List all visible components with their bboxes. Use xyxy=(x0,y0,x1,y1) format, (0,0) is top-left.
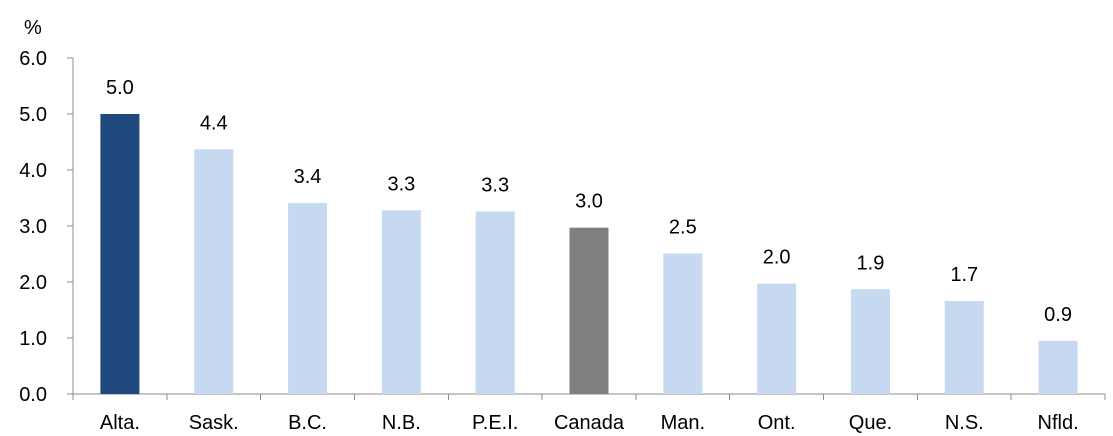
bar-data-label: 0.9 xyxy=(1044,304,1072,326)
x-tick-label: Canada xyxy=(554,412,625,434)
x-tick-label: Ont. xyxy=(758,412,796,434)
y-tick-label: 0.0 xyxy=(19,384,47,406)
bar-data-label: 3.0 xyxy=(575,191,603,213)
bar-data-label: 2.5 xyxy=(669,216,697,238)
y-tick-label: 6.0 xyxy=(19,48,47,70)
bar xyxy=(381,210,421,394)
x-tick-label: P.E.I. xyxy=(472,412,518,434)
y-tick-label: 4.0 xyxy=(19,160,47,182)
bar-data-label: 2.0 xyxy=(763,247,791,269)
x-tick-label: Man. xyxy=(661,412,705,434)
bar xyxy=(944,301,984,394)
bar-data-label: 3.3 xyxy=(387,173,415,195)
x-tick-label: N.B. xyxy=(382,412,421,434)
bar-data-label: 1.7 xyxy=(950,264,978,286)
y-axis-unit-label: % xyxy=(24,17,42,39)
x-tick-label: Nfld. xyxy=(1038,412,1079,434)
x-tick-label: Que. xyxy=(849,412,892,434)
x-tick-label: Alta. xyxy=(100,412,140,434)
y-tick-label: 2.0 xyxy=(19,272,47,294)
bar xyxy=(663,253,703,394)
bar-data-label: 1.9 xyxy=(857,252,885,274)
bar xyxy=(757,283,797,394)
y-tick-label: 5.0 xyxy=(19,104,47,126)
bar xyxy=(850,289,890,394)
bar-data-label: 5.0 xyxy=(106,77,134,99)
data-labels: 5.0 4.4 3.4 3.3 3.3 3.0 2.5 2.0 1.9 1.7 0.9 xyxy=(106,77,1072,326)
bar xyxy=(100,114,140,394)
bar-series xyxy=(100,114,1078,394)
bar xyxy=(1038,340,1078,394)
bar-data-label: 3.4 xyxy=(294,166,322,188)
x-axis: Alta. Sask. B.C. N.B. P.E.I. Canada Man. Ont. Qu… xyxy=(72,393,1106,434)
y-axis: 0.0 1.0 2.0 3.0 4.0 5.0 6.0 xyxy=(19,48,74,406)
bar xyxy=(569,227,609,394)
bar xyxy=(288,203,328,394)
y-tick-label: 1.0 xyxy=(19,328,47,350)
x-tick-label: Sask. xyxy=(189,412,239,434)
bar xyxy=(194,149,234,394)
bar xyxy=(475,211,515,394)
x-tick-label: N.S. xyxy=(945,412,984,434)
x-tick-label: B.C. xyxy=(288,412,327,434)
bar-data-label: 3.3 xyxy=(481,174,509,196)
bar-data-label: 4.4 xyxy=(200,112,228,134)
y-tick-label: 3.0 xyxy=(19,216,47,238)
